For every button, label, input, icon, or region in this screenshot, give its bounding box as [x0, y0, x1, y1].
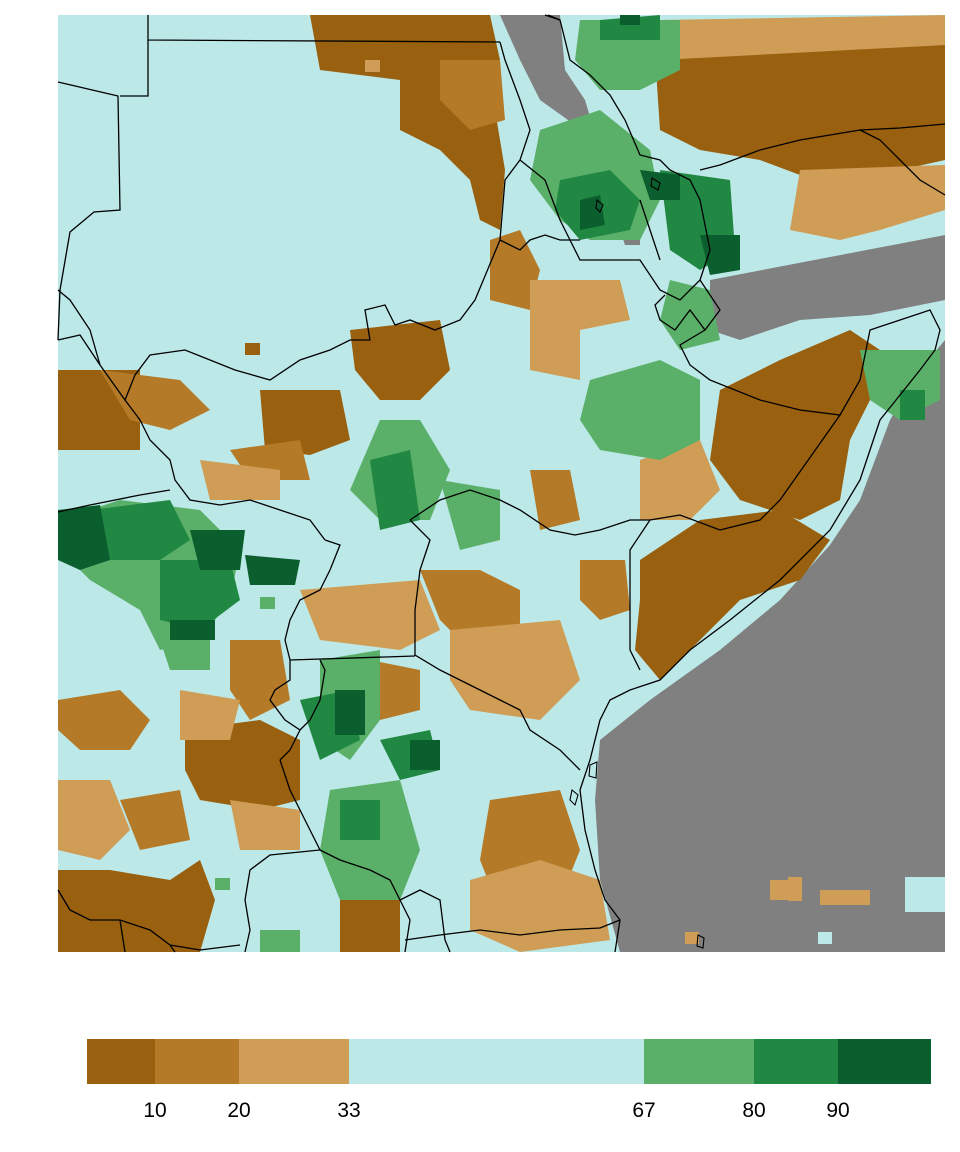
legend-bin [838, 1039, 931, 1084]
probability-map [57, 14, 946, 953]
legend-ticks: 10 20 33 67 80 90 [143, 1099, 849, 1122]
legend-bin [239, 1039, 349, 1084]
color-legend: 10 20 33 67 80 90 [87, 1039, 931, 1122]
above-normal-strong [58, 15, 740, 770]
legend-tick-label: 67 [632, 1099, 655, 1122]
legend-bin [754, 1039, 838, 1084]
legend-tick-label: 20 [227, 1099, 250, 1122]
legend-bins [87, 1039, 931, 1084]
map-panel [57, 14, 946, 953]
legend-bin [155, 1039, 239, 1084]
below-normal-strong [58, 15, 945, 952]
legend-tick-label: 33 [337, 1099, 360, 1122]
legend-bin [644, 1039, 754, 1084]
legend-bin [87, 1039, 155, 1084]
legend-tick-label: 80 [742, 1099, 765, 1122]
country-borders [57, 14, 946, 953]
lake-and-island-outlines [569, 177, 705, 949]
below-normal-weak [58, 15, 945, 952]
legend-tick-label: 10 [143, 1099, 166, 1122]
legend-bin [349, 1039, 644, 1084]
map-specks [215, 60, 945, 944]
legend-tick-label: 90 [826, 1099, 849, 1122]
